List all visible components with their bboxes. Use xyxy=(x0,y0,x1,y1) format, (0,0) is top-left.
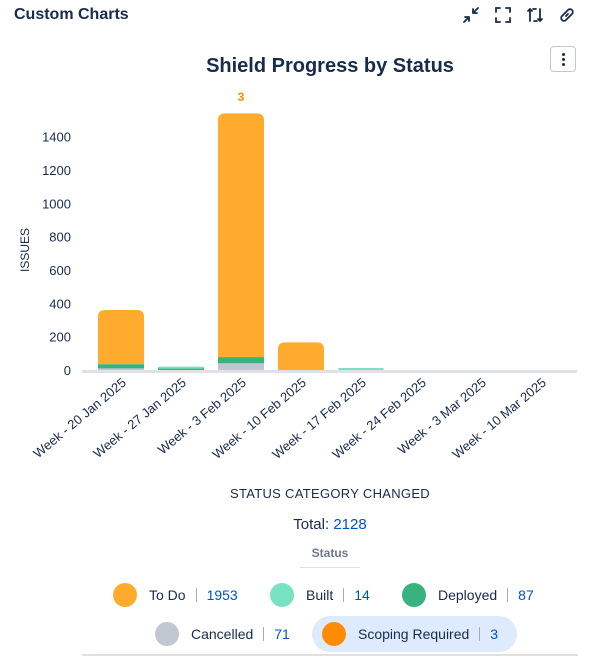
link-icon[interactable] xyxy=(558,6,576,24)
total-label: Total: xyxy=(293,516,330,533)
legend-separator xyxy=(343,588,345,602)
header-toolbar xyxy=(462,6,576,24)
y-tick-label: 0 xyxy=(64,363,71,378)
legend-item[interactable]: Scoping Required 3 xyxy=(312,616,517,652)
legend-separator xyxy=(195,588,197,602)
y-tick-label: 400 xyxy=(49,296,71,311)
legend-count: 87 xyxy=(518,587,534,603)
bar-segment xyxy=(158,366,204,369)
legend-label: To Do xyxy=(149,587,186,603)
fullscreen-icon[interactable] xyxy=(494,6,512,24)
legend-swatch xyxy=(270,583,294,607)
x-axis-title: STATUS CATEGORY CHANGED xyxy=(229,486,430,501)
chart-title: Shield Progress by Status xyxy=(206,55,454,77)
legend-separator xyxy=(263,627,265,641)
bar-segment xyxy=(158,368,204,370)
more-options-icon xyxy=(561,52,565,67)
data-label: 3 xyxy=(238,90,245,104)
legend-swatch xyxy=(113,583,137,607)
legend-swatch xyxy=(155,622,179,646)
total-summary: Total: 2128 xyxy=(0,516,596,533)
legend-count: 3 xyxy=(490,626,499,642)
bottom-divider xyxy=(82,654,578,656)
refresh-icon[interactable] xyxy=(526,6,544,24)
legend-count: 71 xyxy=(274,626,290,642)
y-axis-title: ISSUES xyxy=(18,228,32,272)
y-tick-label: 200 xyxy=(49,330,71,345)
legend-separator xyxy=(479,627,481,641)
bar-segment xyxy=(98,310,144,365)
bar-segment xyxy=(218,363,264,370)
bar-segment xyxy=(98,364,144,369)
widget-title: Custom Charts xyxy=(14,6,129,23)
legend-title-divider xyxy=(300,567,360,568)
y-tick-label: 1400 xyxy=(42,130,71,145)
bar-segment xyxy=(278,342,324,370)
bar-segment xyxy=(98,368,144,370)
more-options-button[interactable] xyxy=(550,46,576,72)
total-value: 2128 xyxy=(333,516,367,533)
legend-label: Scoping Required xyxy=(358,626,470,642)
legend-label: Built xyxy=(306,587,334,603)
legend-count: 14 xyxy=(354,587,370,603)
bar-segment xyxy=(338,368,384,370)
legend-item[interactable]: Cancelled 71 xyxy=(145,616,300,652)
legend-title: Status xyxy=(311,546,349,560)
legend-separator xyxy=(507,588,509,602)
legend-swatch xyxy=(322,622,346,646)
legend-swatch xyxy=(402,583,426,607)
legend-label: Cancelled xyxy=(191,626,254,642)
legend-item[interactable]: To Do 1953 xyxy=(103,577,248,613)
bar-segment xyxy=(218,113,264,357)
y-tick-label: 600 xyxy=(49,263,71,278)
legend-item[interactable]: Deployed 87 xyxy=(392,577,544,613)
legend-count: 1953 xyxy=(206,587,238,603)
legend-label: Deployed xyxy=(438,587,498,603)
bar-segment xyxy=(218,357,264,364)
collapse-icon[interactable] xyxy=(462,6,480,24)
y-tick-label: 1200 xyxy=(42,163,71,178)
legend-item[interactable]: Built 14 xyxy=(260,577,380,613)
y-tick-label: 1000 xyxy=(42,196,71,211)
y-tick-label: 800 xyxy=(49,230,71,245)
